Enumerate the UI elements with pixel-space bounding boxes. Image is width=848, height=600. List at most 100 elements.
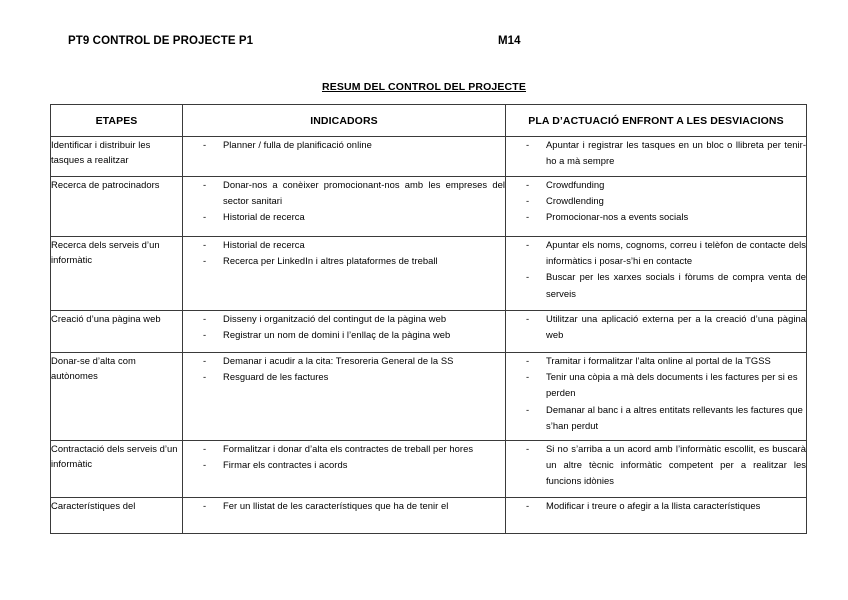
pla-cell: - Apuntar i registrar les tasques en un b…: [505, 136, 807, 177]
indicadors-list: - Donar-nos a conèixer promocionant-nos a…: [183, 177, 505, 226]
etapa-cell: Característiques del: [50, 497, 183, 534]
list-item-text: Historial de recerca: [223, 211, 305, 223]
list-item-text: Modificar i treure o afegir a la llista …: [546, 500, 761, 511]
list-item: - Historial de recerca: [183, 209, 505, 225]
pla-list: - Apuntar els noms, cognoms, correu i tel…: [506, 237, 806, 302]
dash-marker-icon: -: [203, 371, 207, 383]
table-row: Contractació dels serveis d’un informàti…: [50, 440, 807, 498]
pla-cell: - Tramitar i formalitzar l’alta online al…: [505, 352, 807, 441]
pla-list: - Tramitar i formalitzar l’alta online al…: [506, 353, 806, 434]
table-row: Donar-se d’alta com autònomes - Demanar i…: [50, 352, 807, 441]
pla-cell: - Apuntar els noms, cognoms, correu i tel…: [505, 236, 807, 311]
list-item-text: Demanar i acudir a la cita: Tresoreria G…: [223, 355, 454, 366]
list-item: - Apuntar i registrar les tasques en un b…: [506, 137, 806, 169]
column-header-pla: PLA D’ACTUACIÓ ENFRONT A LES DESVIACIONS: [505, 104, 807, 137]
dash-marker-icon: -: [203, 139, 207, 150]
dash-marker-icon: -: [526, 355, 530, 366]
etapa-cell: Contractació dels serveis d’un informàti…: [50, 440, 183, 498]
list-item-text: Tramitar i formalitzar l’alta online al …: [546, 355, 771, 366]
dash-marker-icon: -: [203, 355, 207, 366]
list-item-text: Demanar al banc i a altres entitats rell…: [546, 403, 803, 431]
list-item-text: Firmar els contractes i acords: [223, 459, 348, 471]
etapa-cell: Identificar i distribuir les tasques a r…: [50, 136, 183, 177]
indicadors-cell: - Formalitzar i donar d’alta els contract…: [182, 440, 506, 498]
list-item-text: Recerca per LinkedIn i altres plataforme…: [223, 255, 438, 267]
table-header: ETAPES INDICADORS PLA D’ACTUACIÓ ENFRONT…: [50, 104, 807, 137]
table-row: Característiques del - Fer un llistat de …: [50, 497, 807, 534]
dash-marker-icon: -: [526, 443, 530, 454]
list-item: - Tenir una còpia a mà dels documents i l…: [506, 369, 806, 401]
list-item: - Promocionar-nos a events socials: [506, 209, 806, 225]
column-header-etapes: ETAPES: [50, 104, 183, 137]
list-item: - Utilitzar una aplicació externa per a l…: [506, 311, 806, 343]
list-item-text: Utilitzar una aplicació externa per a la…: [546, 313, 806, 341]
dash-marker-icon: -: [203, 239, 207, 250]
pla-list: - Apuntar i registrar les tasques en un b…: [506, 137, 806, 169]
indicadors-list: - Planner / fulla de planificació online: [183, 137, 505, 153]
list-item: - Donar-nos a conèixer promocionant-nos a…: [183, 177, 505, 209]
list-item: - Disseny i organització del contingut de…: [183, 311, 505, 327]
pla-list: - Si no s’arriba a un acord amb l’informà…: [506, 441, 806, 490]
list-item-text: Planner / fulla de planificació online: [223, 139, 372, 150]
pla-list: - Utilitzar una aplicació externa per a l…: [506, 311, 806, 343]
list-item: - Crowdlending: [506, 193, 806, 209]
table-header-row: ETAPES INDICADORS PLA D’ACTUACIÓ ENFRONT…: [50, 104, 807, 137]
dash-marker-icon: -: [203, 459, 207, 471]
list-item-text: Promocionar-nos a events socials: [546, 211, 689, 223]
dash-marker-icon: -: [203, 443, 207, 454]
list-item: - Registrar un nom de domini i l’enllaç d…: [183, 327, 505, 343]
list-item-text: Registrar un nom de domini i l’enllaç de…: [223, 329, 451, 341]
list-item-text: Historial de recerca: [223, 239, 305, 250]
list-item: - Tramitar i formalitzar l’alta online al…: [506, 353, 806, 369]
dash-marker-icon: -: [526, 271, 530, 283]
pla-cell: - Si no s’arriba a un acord amb l’informà…: [505, 440, 807, 498]
list-item: - Demanar i acudir a la cita: Tresoreria …: [183, 353, 505, 369]
table-row: Recerca de patrocinadors - Donar-nos a co…: [50, 176, 807, 237]
indicadors-list: - Fer un llistat de les característiques …: [184, 499, 505, 515]
etapa-cell: Creació d’una pàgina web: [50, 310, 183, 353]
list-item: - Buscar per les xarxes socials i fòrums …: [506, 269, 806, 301]
list-item-text: Tenir una còpia a mà dels documents i le…: [546, 371, 798, 399]
table-body: Identificar i distribuir les tasques a r…: [50, 136, 807, 534]
indicadors-cell: - Fer un llistat de les característiques …: [182, 497, 506, 534]
indicadors-list: - Historial de recerca - Recerca per Linke…: [183, 237, 505, 269]
list-item: - Modificar i treure o afegir a la llista…: [507, 499, 806, 515]
list-item: - Planner / fulla de planificació online: [183, 137, 505, 153]
indicadors-list: - Demanar i acudir a la cita: Tresoreria …: [183, 353, 505, 385]
summary-table: ETAPES INDICADORS PLA D’ACTUACIÓ ENFRONT…: [50, 104, 807, 534]
document-title-text: RESUM DEL CONTROL DEL PROJECTE: [321, 81, 527, 93]
etapa-cell: Recerca de patrocinadors: [50, 176, 183, 237]
dash-marker-icon: -: [203, 313, 207, 324]
pla-cell: - Crowdfunding - Crowdlending - Promocionar…: [505, 176, 807, 237]
indicadors-cell: - Planner / fulla de planificació online: [182, 136, 506, 177]
indicadors-list: - Formalitzar i donar d’alta els contract…: [183, 441, 505, 473]
indicadors-list: - Disseny i organització del contingut de…: [183, 311, 505, 343]
document-header-left: PT9 CONTROL DE PROJECTE P1: [68, 35, 254, 47]
dash-marker-icon: -: [203, 179, 207, 190]
list-item: - Formalitzar i donar d’alta els contract…: [183, 441, 505, 457]
list-item: - Recerca per LinkedIn i altres plataform…: [183, 253, 505, 269]
list-item-text: Donar-nos a conèixer promocionant-nos am…: [223, 179, 505, 207]
pla-list: - Modificar i treure o afegir a la llista…: [507, 499, 806, 515]
table-row: Identificar i distribuir les tasques a r…: [50, 136, 807, 177]
indicadors-cell: - Historial de recerca - Recerca per Linke…: [182, 236, 506, 311]
etapa-cell: Donar-se d’alta com autònomes: [50, 352, 183, 441]
dash-marker-icon: -: [526, 500, 530, 511]
list-item-text: Buscar per les xarxes socials i fòrums d…: [546, 271, 806, 299]
list-item-text: Apuntar els noms, cognoms, correu i telè…: [546, 239, 806, 267]
document-header-right: M14: [498, 35, 521, 47]
list-item-text: Resguard de les factures: [223, 371, 329, 383]
dash-marker-icon: -: [526, 403, 530, 415]
list-item-text: Crowdlending: [546, 195, 604, 207]
list-item: - Demanar al banc i a altres entitats rel…: [506, 402, 806, 434]
dash-marker-icon: -: [526, 313, 530, 324]
list-item: - Historial de recerca: [183, 237, 505, 253]
table-row: Recerca dels serveis d’un informàtic - Hi…: [50, 236, 807, 311]
list-item-text: Apuntar i registrar les tasques en un bl…: [546, 139, 806, 167]
dash-marker-icon: -: [526, 179, 530, 190]
list-item: - Firmar els contractes i acords: [183, 457, 505, 473]
list-item: - Fer un llistat de les característiques …: [184, 499, 505, 515]
dash-marker-icon: -: [203, 329, 207, 341]
list-item: - Crowdfunding: [506, 177, 806, 193]
